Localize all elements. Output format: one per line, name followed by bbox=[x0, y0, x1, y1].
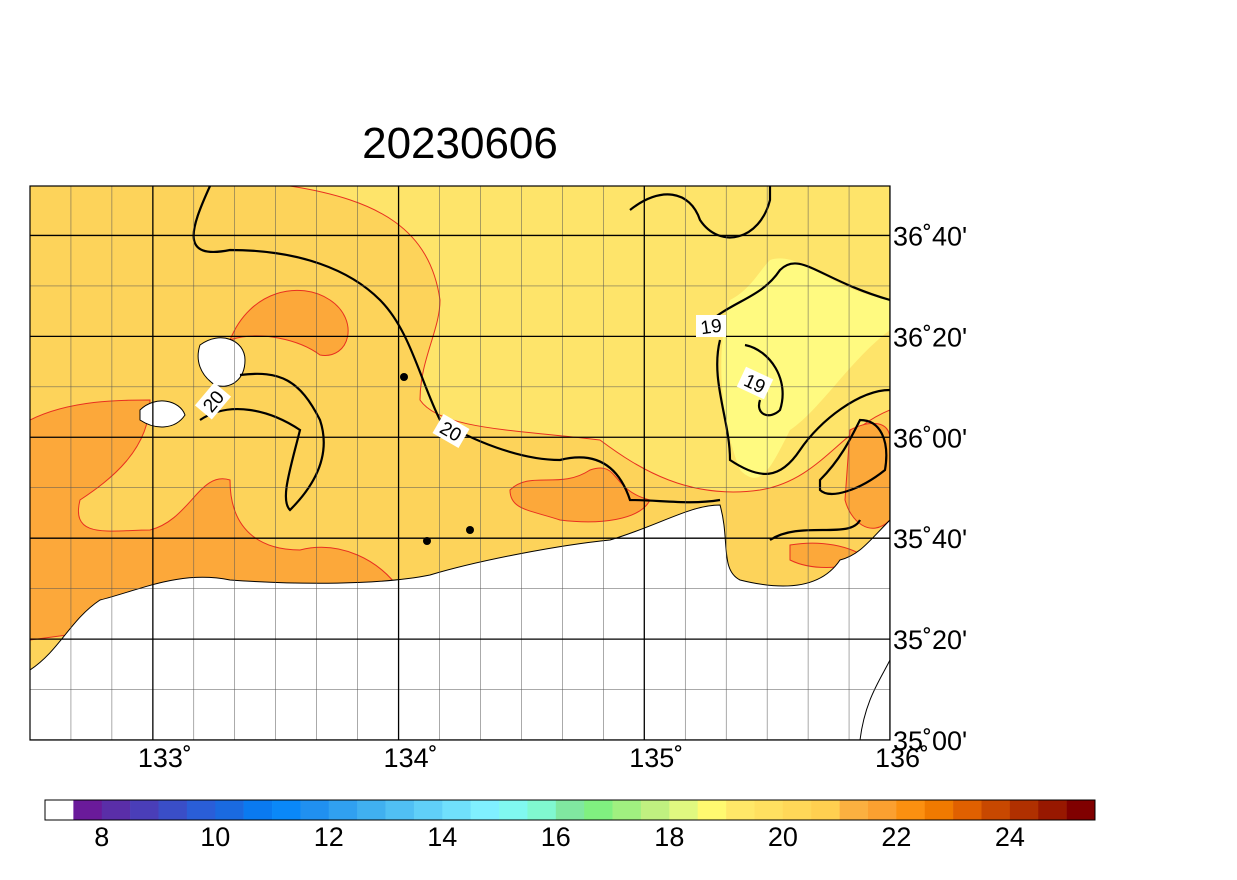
colorbar-box bbox=[328, 800, 358, 820]
colorbar-box bbox=[1009, 800, 1039, 820]
colorbar-box bbox=[186, 800, 216, 820]
x-tick-label: 136˚ bbox=[875, 743, 929, 773]
colorbar-box bbox=[215, 800, 244, 820]
warmer-zone-west bbox=[30, 399, 401, 641]
colorbar-tick-label: 10 bbox=[200, 822, 230, 852]
y-tick-label: 35˚40' bbox=[893, 524, 967, 554]
axes: 133˚ 134˚ 135˚ 136˚35˚00' 35˚20' 35˚40' 36˚00'… bbox=[138, 221, 967, 773]
colorbar-box bbox=[669, 800, 699, 820]
colorbar-box bbox=[442, 800, 471, 820]
y-tick-label: 36˚40' bbox=[893, 221, 967, 251]
colorbar-box bbox=[555, 800, 585, 820]
colorbar-box bbox=[754, 800, 784, 820]
y-tick-label: 35˚00' bbox=[893, 726, 967, 756]
colorbar-box bbox=[385, 800, 415, 820]
colorbar: 8 10 12 14 16 18 20 22 24 bbox=[44, 799, 1096, 852]
station bbox=[466, 526, 474, 534]
islands bbox=[139, 337, 246, 428]
colorbar-box bbox=[896, 800, 926, 820]
contour-label: 19 bbox=[699, 316, 723, 340]
contour-label-box bbox=[432, 413, 470, 449]
colorbar-box bbox=[867, 800, 897, 820]
colorbar-box bbox=[584, 800, 613, 820]
colorbar-box bbox=[413, 800, 443, 820]
map-frame bbox=[29, 185, 891, 741]
colorbar-box bbox=[1066, 800, 1096, 820]
station bbox=[400, 373, 408, 381]
colorbar-box bbox=[357, 800, 386, 820]
colorbar-tick-label: 8 bbox=[94, 822, 109, 852]
colorbar-box bbox=[272, 800, 301, 820]
colorbar-box bbox=[839, 800, 869, 820]
warmer-zone-center bbox=[229, 289, 349, 356]
cool-zone bbox=[721, 258, 890, 478]
contour-label-box bbox=[194, 382, 232, 420]
colorbar-tick-label: 22 bbox=[881, 822, 911, 852]
y-tick-label: 35˚20' bbox=[893, 625, 967, 655]
y-tick-label: 36˚00' bbox=[893, 423, 967, 453]
colorbar-tick-label: 18 bbox=[654, 822, 684, 852]
x-tick-label: 135˚ bbox=[629, 743, 683, 773]
colorbar-box bbox=[243, 800, 273, 820]
colorbar-box bbox=[924, 800, 954, 820]
colorbar-box bbox=[726, 800, 755, 820]
colorbar-tick-label: 16 bbox=[541, 822, 571, 852]
colorbar-box bbox=[527, 800, 557, 820]
title: 20230606 bbox=[362, 119, 558, 168]
station bbox=[423, 537, 431, 545]
colorbar-box bbox=[811, 800, 840, 820]
colorbar-box bbox=[1038, 800, 1067, 820]
x-tick-label: 133˚ bbox=[138, 743, 192, 773]
y-tick-label: 36˚20' bbox=[893, 322, 967, 352]
contour-20 bbox=[192, 186, 721, 504]
colorbar-box bbox=[499, 800, 528, 820]
contour-19 bbox=[629, 186, 890, 475]
colorbar-box bbox=[130, 800, 159, 820]
map-area: 19 19 20 20 bbox=[30, 186, 890, 740]
colorbar-box bbox=[640, 800, 670, 820]
colorbar-box bbox=[782, 800, 812, 820]
colorbar-box bbox=[953, 800, 982, 820]
colorbar-tick-label: 14 bbox=[427, 822, 457, 852]
colorbar-box bbox=[101, 800, 131, 820]
colorbar-box bbox=[981, 800, 1011, 820]
colorbar-tick-label: 20 bbox=[768, 822, 798, 852]
contour-20b bbox=[199, 372, 325, 512]
contour-label-box bbox=[696, 315, 726, 337]
colorbar-box bbox=[697, 800, 727, 820]
grid bbox=[30, 186, 890, 740]
colorbar-box bbox=[45, 800, 74, 820]
colorbar-box bbox=[300, 800, 330, 820]
colorbar-tick-label: 24 bbox=[995, 822, 1025, 852]
colorbar-tick-label: 12 bbox=[314, 822, 344, 852]
land bbox=[30, 504, 890, 740]
colorbar-frame bbox=[44, 799, 1096, 821]
colorbar-box bbox=[470, 800, 500, 820]
x-tick-label: 134˚ bbox=[384, 743, 438, 773]
colorbar-box bbox=[158, 800, 188, 820]
colorbar-box bbox=[612, 800, 642, 820]
contour-label-box bbox=[736, 366, 774, 400]
colorbar-box bbox=[73, 800, 103, 820]
